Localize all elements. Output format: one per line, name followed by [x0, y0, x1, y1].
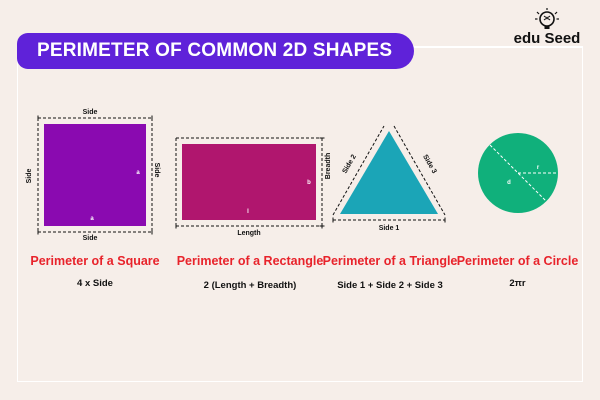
content-frame: [17, 46, 583, 382]
rectangle-bottom-label: Length: [237, 230, 260, 237]
square-title: Perimeter of a Square: [30, 254, 160, 268]
square-figure: Side Side Side Side a a: [26, 109, 160, 242]
circle-diameter-label: d: [507, 180, 511, 186]
triangle-left-label: Side 2: [342, 153, 358, 174]
square-inner-right-label: a: [136, 170, 140, 176]
circle-figure: r d: [478, 133, 558, 213]
circle-formula: 2πr: [509, 278, 526, 289]
square-inner-bottom-label: a: [90, 216, 94, 222]
rectangle-inner-right-label: b: [307, 180, 311, 186]
rectangle-shape: [182, 144, 316, 220]
rectangle-inner-bottom-label: l: [247, 209, 249, 215]
lightbulb-icon: [535, 8, 559, 29]
triangle-title: Perimeter of a Triangle: [322, 254, 458, 268]
triangle-bottom-label: Side 1: [379, 225, 400, 232]
circle-diameter-line: [489, 144, 547, 202]
circle-title: Perimeter of a Circle: [456, 254, 579, 268]
rectangle-formula: 2 (Length + Breadth): [203, 280, 297, 291]
triangle-shape: [340, 131, 438, 214]
circle-radius-label: r: [537, 165, 540, 171]
triangle-figure: Side 1 Side 2 Side 3: [332, 125, 446, 232]
page-title: PERIMETER OF COMMON 2D SHAPES: [37, 40, 393, 61]
triangle-right-label: Side 3: [421, 154, 437, 175]
rectangle-title: Perimeter of a Rectangle: [176, 254, 324, 268]
square-shape: [44, 124, 146, 226]
rectangle-right-label: Breadth: [325, 153, 332, 179]
square-right-label: Side: [153, 163, 160, 178]
triangle-formula: Side 1 + Side 2 + Side 3: [337, 280, 443, 291]
square-left-label: Side: [26, 169, 33, 184]
brand-name: edu Seed: [513, 30, 581, 47]
rectangle-figure: Length Breadth b l: [175, 137, 332, 237]
square-formula: 4 x Side: [77, 278, 113, 289]
title-banner: PERIMETER OF COMMON 2D SHAPES: [17, 33, 415, 69]
square-top-label: Side: [83, 109, 98, 116]
square-bottom-label: Side: [83, 235, 98, 242]
brand-logo: edu Seed: [508, 8, 586, 50]
